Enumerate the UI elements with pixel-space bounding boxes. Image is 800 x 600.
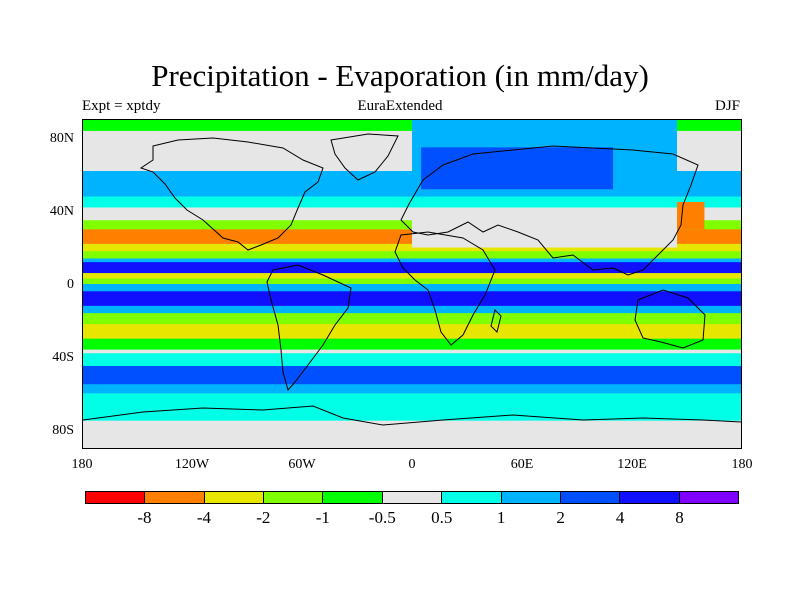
zonal-band-11	[83, 273, 741, 280]
zonal-band-24	[83, 420, 741, 448]
zonal-band-9	[83, 258, 741, 263]
coastline-greenland	[330, 133, 399, 181]
zonal-band-19	[83, 349, 741, 354]
colorbar-swatch-3	[264, 492, 324, 503]
colorbar	[85, 491, 739, 504]
zonal-band-20	[83, 353, 741, 367]
lat-label-0: 0	[67, 277, 74, 292]
lat-label-80n: 80N	[49, 131, 74, 146]
lon-label-60e: 60E	[510, 457, 534, 472]
colorbar-label-9: 8	[675, 508, 684, 527]
colorbar-swatch-6	[442, 492, 502, 503]
zonal-band-10	[83, 262, 741, 274]
lon-label-0: 0	[408, 457, 416, 472]
colorbar-label-8: 4	[615, 508, 625, 527]
lon-label-180e: 180	[731, 457, 753, 472]
colorbar-label-7: 2	[556, 508, 565, 527]
lon-label-120w: 120W	[174, 457, 210, 472]
plot-title: Precipitation - Evaporation (in mm/day)	[151, 58, 649, 93]
lon-label-120e: 120E	[617, 457, 647, 472]
zonal-band-8	[83, 251, 741, 259]
coastlines	[83, 133, 741, 426]
colorbar-label-6: 1	[496, 508, 506, 527]
colorbar-swatch-8	[560, 492, 621, 503]
zonal-band-15	[83, 305, 741, 314]
colorbar-swatch-1	[145, 492, 205, 503]
experiment-label: Expt = xptdy	[82, 98, 161, 114]
map-panel	[82, 119, 742, 449]
zonal-band-22	[83, 384, 741, 394]
zonal-band-13	[83, 284, 741, 292]
region-anomaly-2	[412, 211, 678, 248]
lat-label-80s: 80S	[52, 423, 74, 438]
colorbar-label-0: -8	[137, 508, 152, 527]
colorbar-swatch-5	[382, 492, 443, 503]
zonal-band-3	[83, 196, 741, 208]
coastline-madagascar	[490, 309, 502, 333]
lon-label-60w: 60W	[288, 457, 316, 472]
season-label: DJF	[714, 98, 740, 114]
regional-anomalies	[412, 120, 705, 248]
coastline-north-america	[139, 137, 324, 251]
region-anomaly-1	[421, 147, 614, 190]
zonal-band-14	[83, 291, 741, 307]
coastline-africa	[394, 231, 496, 346]
colorbar-label-4: -0.5	[368, 508, 396, 527]
colorbar-swatch-7	[501, 492, 561, 503]
colorbar-label-5: 0.5	[431, 508, 453, 527]
zonal-band-16	[83, 313, 741, 325]
coastline-antarctica	[83, 405, 741, 426]
zonal-band-23	[83, 393, 741, 422]
zonal-band-12	[83, 278, 741, 285]
coastline-south-america	[266, 264, 352, 392]
colorbar-swatch-0	[86, 492, 146, 503]
colorbar-swatch-9	[620, 492, 680, 503]
zonal-band-7	[83, 243, 741, 252]
lon-label-180w: 180	[71, 457, 93, 472]
zonal-band-18	[83, 338, 741, 351]
lat-label-40s: 40S	[52, 350, 74, 365]
coastline-australia	[634, 289, 706, 349]
colorbar-label-2: -2	[256, 508, 271, 527]
lat-label-40n: 40N	[49, 204, 74, 219]
colorbar-swatch-2	[204, 492, 265, 503]
colorbar-swatch-4	[323, 492, 383, 503]
zonal-band-21	[83, 366, 741, 385]
precip-evap-map	[83, 120, 741, 448]
colorbar-label-1: -4	[196, 508, 211, 527]
coastline-eurasia	[400, 145, 699, 276]
region-label: EuraExtended	[357, 98, 443, 114]
colorbar-swatch-10	[679, 492, 738, 503]
zonal-band-17	[83, 324, 741, 340]
colorbar-label-3: -1	[315, 508, 330, 527]
